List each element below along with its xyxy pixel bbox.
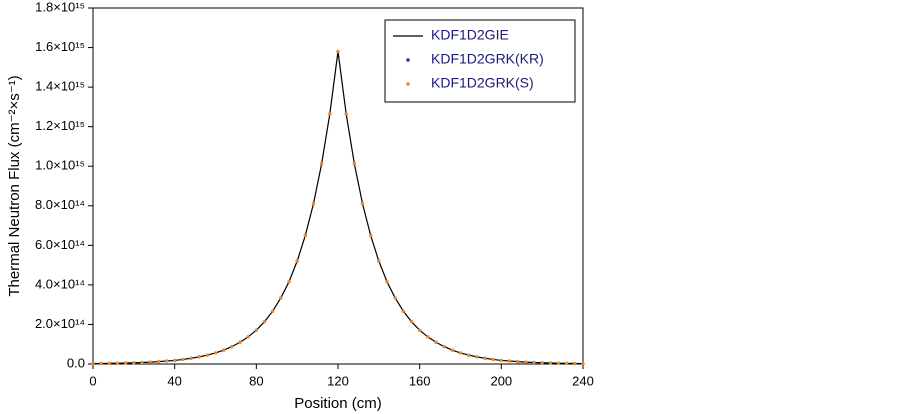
series-dot — [156, 360, 160, 364]
series-dot — [418, 328, 422, 332]
series-dot — [140, 360, 144, 365]
legend-box — [384, 19, 576, 103]
x-tick-label: 160 — [409, 373, 431, 388]
y-axis-title: Thermal Neutron Flux (cm⁻²×s⁻¹) — [6, 75, 23, 296]
series-dot — [320, 162, 324, 166]
series-dot — [483, 356, 487, 360]
series-dot — [344, 112, 348, 116]
legend-label: KDF1D2GIE — [431, 27, 509, 43]
y-tick-label: 6.0×10¹⁴ — [35, 237, 85, 252]
series-dot — [189, 356, 193, 360]
series-dot — [148, 360, 152, 364]
series-dot — [295, 259, 299, 263]
series-dot — [475, 355, 479, 359]
x-tick-label: 240 — [572, 373, 594, 388]
series-dot — [132, 361, 136, 365]
series-dot — [205, 353, 209, 357]
y-tick-label: 4.0×10¹⁴ — [35, 276, 85, 291]
series-dot — [540, 361, 544, 365]
series-dot — [360, 202, 365, 206]
series-dot — [426, 335, 430, 339]
series-dot — [524, 360, 528, 364]
series-dot — [279, 296, 283, 300]
series-dot — [303, 233, 307, 238]
series-dot — [491, 357, 495, 362]
y-tick-label: 1.0×10¹⁵ — [35, 158, 85, 173]
series-dot — [467, 353, 471, 357]
series-dot — [556, 361, 561, 365]
y-tick-label: 0.0 — [67, 355, 85, 370]
series-dot — [230, 344, 234, 349]
series-dot — [173, 358, 177, 363]
series-dot — [164, 359, 169, 363]
series-dot — [197, 355, 201, 359]
series-dot — [516, 360, 520, 364]
x-tick-label: 80 — [249, 373, 263, 388]
series-dot — [222, 348, 226, 352]
series-dot — [409, 320, 414, 324]
series-dot — [369, 233, 373, 238]
series-dot — [442, 344, 446, 349]
legend-label: KDF1D2GRK(KR) — [431, 51, 544, 67]
y-tick-label: 1.8×10¹⁵ — [35, 0, 85, 14]
series-dot — [385, 280, 389, 284]
series-dot — [254, 328, 258, 332]
series-dot — [581, 361, 585, 366]
series-dot — [450, 348, 454, 352]
series-dot — [99, 361, 103, 366]
series-dot — [377, 259, 381, 263]
series-dot — [107, 361, 111, 365]
series-dot — [213, 351, 218, 355]
series-dot — [548, 361, 552, 365]
y-tick-label: 8.0×10¹⁴ — [35, 197, 85, 212]
series-dot — [499, 358, 503, 363]
x-tick-label: 0 — [89, 373, 96, 388]
series-dot — [336, 49, 340, 54]
x-tick-label: 40 — [167, 373, 181, 388]
series-dot — [287, 280, 291, 284]
legend-swatch — [406, 82, 410, 86]
legend-label: KDF1D2GRK(S) — [431, 75, 534, 91]
series-dot — [393, 296, 397, 300]
series-dot — [565, 361, 569, 365]
series-dot — [311, 202, 316, 206]
series-dot — [458, 351, 463, 355]
series-dot — [328, 112, 332, 116]
series-dot — [507, 359, 512, 363]
series-dot — [401, 309, 405, 313]
series-dot — [91, 361, 95, 366]
series-dot — [352, 162, 356, 166]
y-tick-label: 2.0×10¹⁴ — [35, 316, 85, 331]
series-dot — [262, 320, 267, 324]
series-dot — [115, 361, 120, 365]
series-dot — [434, 340, 438, 344]
series-dot — [532, 360, 536, 365]
y-tick-label: 1.4×10¹⁵ — [35, 79, 85, 94]
series-dot — [238, 340, 242, 344]
x-tick-label: 120 — [327, 373, 349, 388]
y-tick-label: 1.2×10¹⁵ — [35, 118, 85, 133]
series-dot — [573, 361, 577, 366]
x-tick-label: 200 — [490, 373, 512, 388]
series-dot — [271, 309, 275, 313]
x-axis-title: Position (cm) — [294, 395, 382, 412]
series-dot — [246, 335, 250, 339]
y-tick-label: 1.6×10¹⁵ — [35, 39, 85, 54]
series-dot — [124, 361, 128, 365]
series-dot — [181, 357, 185, 362]
legend-swatch — [406, 58, 410, 62]
